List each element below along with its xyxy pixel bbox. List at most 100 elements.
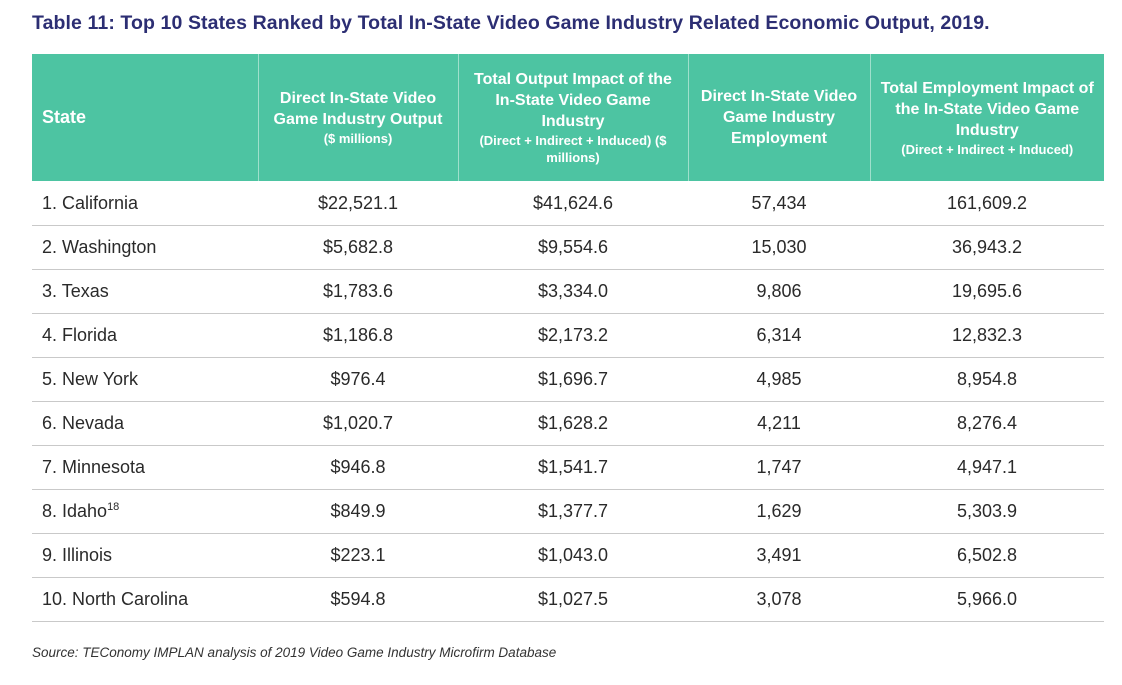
cell-total-employment: 6,502.8 <box>870 533 1104 578</box>
cell-direct-employment-value: 57,434 <box>751 192 807 213</box>
cell-total-output-value: $1,043.0 <box>537 545 609 565</box>
cell-direct-output: $22,521.1 <box>258 181 458 226</box>
cell-direct-output-value: $594.8 <box>330 589 386 609</box>
cell-total-employment-value: 6,502.8 <box>956 545 1018 565</box>
cell-total-output: $9,554.6 <box>458 225 688 270</box>
header-direct-employment-label: Direct In-State Video Game Industry Empl… <box>700 88 858 147</box>
cell-total-employment-value: 5,966.0 <box>956 589 1018 609</box>
cell-state-value: 6. Nevada <box>42 413 125 433</box>
table-row: 10. North Carolina $594.8 $1,027.5 3,078 5,9… <box>32 577 1104 622</box>
cell-total-output-value: $1,541.7 <box>537 457 609 477</box>
cell-state-value: 8. Idaho <box>42 501 108 521</box>
table-row: 6. Nevada $1,020.7 $1,628.2 4,211 8,276.4 <box>32 401 1104 446</box>
cell-total-output-value: $3,334.0 <box>537 281 609 301</box>
table-title: Table 11: Top 10 States Ranked by Total … <box>32 12 990 34</box>
cell-direct-output: $976.4 <box>258 357 458 402</box>
cell-direct-employment: 4,211 <box>688 401 870 446</box>
table-row: 5. New York $976.4 $1,696.7 4,985 8,954.8 <box>32 357 1104 402</box>
cell-total-employment-value: 12,832.3 <box>951 325 1023 345</box>
cell-total-employment: 8,954.8 <box>870 357 1104 402</box>
cell-state-value: 2. Washington <box>42 237 157 257</box>
cell-direct-output: $1,020.7 <box>258 401 458 446</box>
cell-total-output: $3,334.0 <box>458 269 688 314</box>
header-total-employment-label: Total Employment Impact of the In-State … <box>880 79 1094 139</box>
table-row: 7. Minnesota $946.8 $1,541.7 1,747 4,947.1 <box>32 445 1104 490</box>
header-direct-output-unit: ($ millions) <box>323 131 393 146</box>
cell-total-output: $1,027.5 <box>458 577 688 622</box>
cell-total-employment-value: 5,303.9 <box>956 501 1018 521</box>
cell-direct-employment: 4,985 <box>688 357 870 402</box>
table-row: 4. Florida $1,186.8 $2,173.2 6,314 12,832.3 <box>32 313 1104 358</box>
cell-direct-output-value: $1,783.6 <box>322 281 394 301</box>
header-total-output-unit: (Direct + Indirect + Induced) ($ million… <box>479 133 667 165</box>
cell-total-employment: 19,695.6 <box>870 269 1104 314</box>
cell-direct-employment: 9,806 <box>688 269 870 314</box>
cell-total-employment: 161,609.2 <box>870 181 1104 226</box>
cell-state: 1. California <box>32 181 258 226</box>
cell-direct-output: $5,682.8 <box>258 225 458 270</box>
cell-direct-output-value: $849.9 <box>330 501 386 521</box>
cell-total-output-value: $1,027.5 <box>537 589 609 609</box>
cell-total-employment: 12,832.3 <box>870 313 1104 358</box>
cell-total-output: $2,173.2 <box>458 313 688 358</box>
header-state: State <box>32 54 258 181</box>
cell-total-employment: 4,947.1 <box>870 445 1104 490</box>
cell-state-value: 3. Texas <box>42 281 109 301</box>
cell-state: 7. Minnesota <box>32 445 258 490</box>
cell-total-employment: 36,943.2 <box>870 225 1104 270</box>
cell-direct-employment-value: 3,491 <box>756 545 802 565</box>
cell-direct-output-value: $1,020.7 <box>322 413 394 433</box>
source-note: Source: TEConomy IMPLAN analysis of 2019… <box>32 645 557 660</box>
cell-state-value: 1. California <box>42 192 139 213</box>
cell-total-employment-value: 36,943.2 <box>951 237 1023 257</box>
header-total-employment: Total Employment Impact of the In-State … <box>869 54 1104 181</box>
cell-total-employment-value: 8,276.4 <box>956 413 1018 433</box>
cell-direct-employment-value: 1,747 <box>756 457 802 477</box>
cell-direct-output-value: $946.8 <box>330 457 386 477</box>
cell-direct-employment: 3,491 <box>688 533 870 578</box>
cell-direct-employment: 57,434 <box>688 181 870 226</box>
cell-direct-output: $1,783.6 <box>258 269 458 314</box>
cell-state: 6. Nevada <box>32 401 258 446</box>
header-state-label: State <box>42 107 87 127</box>
cell-state: 3. Texas <box>32 269 258 314</box>
cell-total-output: $1,377.7 <box>458 489 688 534</box>
cell-total-employment-value: 8,954.8 <box>956 369 1018 389</box>
header-total-employment-unit: (Direct + Indirect + Induced) <box>901 141 1074 157</box>
table-row: 8. Idaho18 $849.9 $1,377.7 1,629 5,303.9 <box>32 489 1104 534</box>
cell-total-employment: 5,966.0 <box>870 577 1104 622</box>
header-direct-employment: Direct In-State Video Game Industry Empl… <box>687 54 870 181</box>
cell-direct-employment: 1,747 <box>688 445 870 490</box>
table-row: 3. Texas $1,783.6 $3,334.0 9,806 19,695.6 <box>32 269 1104 314</box>
cell-direct-employment-value: 9,806 <box>756 281 802 301</box>
cell-direct-output-value: $22,521.1 <box>317 192 399 213</box>
cell-total-employment-value: 4,947.1 <box>956 457 1018 477</box>
cell-total-output-value: $2,173.2 <box>537 325 609 345</box>
cell-direct-employment-value: 15,030 <box>751 237 807 257</box>
cell-state-value: 9. Illinois <box>42 545 113 565</box>
cell-direct-output-value: $5,682.8 <box>322 237 394 257</box>
cell-total-output-value: $9,554.6 <box>537 237 609 257</box>
cell-direct-employment: 1,629 <box>688 489 870 534</box>
cell-total-employment: 5,303.9 <box>870 489 1104 534</box>
table-header: State Direct In-State Video Game Industr… <box>32 54 1104 181</box>
cell-direct-employment-value: 6,314 <box>756 325 802 345</box>
cell-direct-output: $849.9 <box>258 489 458 534</box>
header-total-output: Total Output Impact of the In-State Vide… <box>457 54 688 181</box>
cell-total-output-value: $1,696.7 <box>537 369 609 389</box>
cell-state: 5. New York <box>32 357 258 402</box>
cell-total-output: $1,541.7 <box>458 445 688 490</box>
cell-direct-employment: 15,030 <box>688 225 870 270</box>
cell-direct-output: $594.8 <box>258 577 458 622</box>
cell-direct-output: $1,186.8 <box>258 313 458 358</box>
header-direct-output-label: Direct In-State Video Game Industry Outp… <box>273 90 443 128</box>
cell-total-output: $1,628.2 <box>458 401 688 446</box>
table-row: 1. California $22,521.1 $41,624.6 57,434 161… <box>32 181 1104 226</box>
cell-direct-output: $946.8 <box>258 445 458 490</box>
cell-state: 10. North Carolina <box>32 577 258 622</box>
cell-total-output-value: $1,628.2 <box>537 413 609 433</box>
cell-state-value: 7. Minnesota <box>42 457 146 477</box>
cell-direct-output-value: $223.1 <box>330 545 386 565</box>
cell-total-output: $41,624.6 <box>458 181 688 226</box>
cell-total-output-value: $41,624.6 <box>532 192 614 213</box>
